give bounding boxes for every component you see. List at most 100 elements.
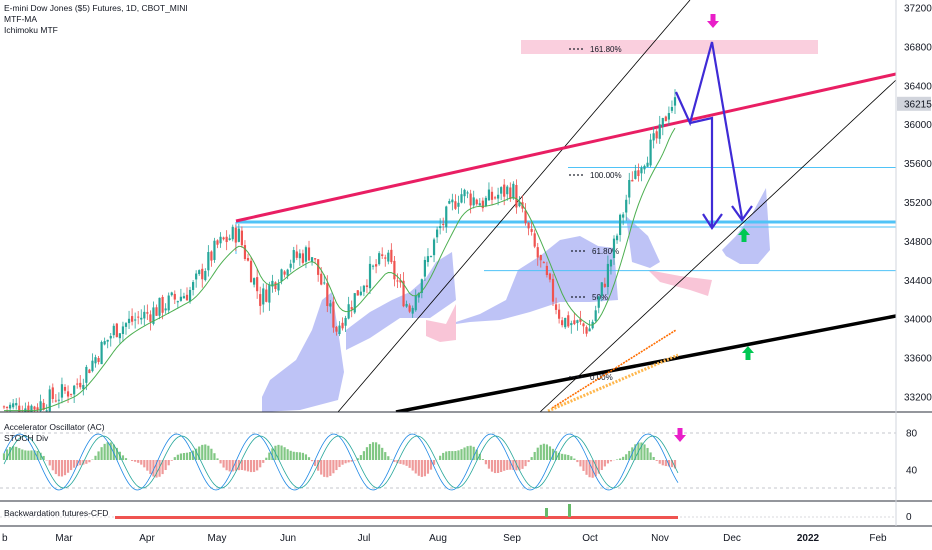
osc-bar: [417, 460, 420, 476]
candle-body: [594, 310, 597, 321]
osc-bar: [615, 459, 619, 460]
osc-bar: [33, 450, 36, 460]
fib-target-zone: [521, 40, 818, 54]
osc-bar: [70, 460, 73, 471]
candle-body: [210, 251, 213, 261]
osc-bar: [201, 444, 204, 460]
candle-body: [536, 247, 539, 258]
osc-bar: [344, 460, 347, 464]
oscillator-pane[interactable]: [0, 428, 896, 491]
fib-dot: [579, 296, 581, 298]
osc-bar: [48, 460, 51, 466]
osc-bar: [548, 446, 552, 460]
osc-bar: [27, 450, 30, 460]
candle-body: [317, 259, 320, 275]
candle-body: [33, 406, 36, 410]
candle-body: [530, 228, 533, 232]
candle-body: [655, 131, 658, 139]
osc-bar: [240, 460, 243, 471]
osc-bar: [51, 460, 54, 471]
osc-bar: [106, 442, 109, 460]
oscillator-subtitle[interactable]: STOCH Div: [4, 433, 49, 443]
candle-body: [295, 251, 298, 258]
fib-label: 50%: [592, 293, 608, 302]
indicator-mtf-ma[interactable]: MTF-MA: [4, 14, 38, 24]
candle-body: [356, 290, 359, 296]
candle-body: [500, 187, 503, 194]
time-tick-label: Jul: [358, 533, 371, 544]
osc-bar: [222, 460, 225, 468]
candle-body: [478, 203, 481, 206]
stoch-k-line: [3, 433, 679, 491]
projection-path-bear: [689, 116, 714, 226]
fib-dot: [583, 296, 585, 298]
candle-body: [338, 325, 341, 335]
candle-body: [551, 278, 555, 302]
time-tick-label: Nov: [651, 533, 669, 544]
osc-bar: [73, 460, 76, 468]
candle-body: [280, 269, 283, 282]
osc-bar: [503, 460, 506, 471]
osc-bar: [475, 449, 478, 460]
candle-body: [88, 369, 91, 374]
osc-bar: [216, 458, 219, 460]
osc-bar: [231, 460, 234, 472]
candle-body: [228, 238, 231, 240]
candle-body: [554, 304, 558, 310]
osc-bar: [109, 442, 112, 460]
osc-bar: [143, 460, 146, 468]
time-tick-label: b: [2, 533, 8, 544]
osc-bar: [228, 460, 231, 472]
osc-bar: [558, 452, 561, 460]
candle-body: [472, 197, 475, 206]
symbol-title[interactable]: E-mini Dow Jones ($5) Futures, 1D, CBOT_…: [4, 3, 188, 13]
osc-tick-label: 40: [906, 466, 918, 477]
osc-bar: [664, 460, 667, 467]
osc-bar: [341, 460, 344, 465]
candle-body: [359, 291, 362, 296]
osc-bar: [619, 458, 622, 460]
candle-body: [207, 252, 210, 271]
candle-body: [256, 277, 259, 292]
candle-body: [73, 385, 76, 395]
osc-bar: [454, 451, 457, 460]
osc-bar: [298, 452, 301, 460]
candle-body: [243, 245, 247, 259]
candle-body: [353, 293, 356, 313]
osc-bar: [594, 460, 597, 477]
osc-bar: [301, 452, 304, 460]
osc-bar: [320, 460, 323, 475]
osc-bar: [207, 445, 210, 460]
osc-bar: [371, 442, 375, 460]
osc-bar: [393, 460, 396, 462]
candle-body: [51, 387, 54, 399]
main-price-pane[interactable]: 161.80%100.00%61.80%50%0.00%: [2, 0, 896, 422]
osc-bar: [487, 460, 491, 469]
candle-body: [518, 202, 521, 207]
candle-body: [512, 183, 515, 199]
osc-bar: [378, 444, 381, 460]
indicator-ichimoku[interactable]: Ichimoku MTF: [4, 25, 58, 35]
candle-body: [564, 317, 567, 328]
candle-body: [509, 187, 512, 199]
osc-bar: [545, 444, 548, 460]
bottom-title[interactable]: Backwardation futures-CFD: [4, 508, 109, 518]
backwardation-pane[interactable]: [0, 504, 896, 519]
candle-body: [600, 282, 603, 296]
channel-line-upper: [337, 0, 691, 412]
candle-body: [548, 273, 552, 280]
candle-body: [558, 309, 561, 319]
osc-bar: [512, 460, 515, 470]
candle-body: [277, 283, 280, 291]
oscillator-title[interactable]: Accelerator Oscillator (AC): [4, 422, 105, 432]
osc-bar: [414, 460, 417, 474]
candle-body: [332, 301, 335, 328]
candle-body: [399, 280, 402, 283]
candle-body: [103, 341, 106, 345]
candle-body: [167, 295, 170, 311]
fib-dot: [569, 376, 571, 378]
candle-body: [54, 400, 57, 402]
candle-body: [664, 116, 667, 122]
osc-bar: [527, 460, 530, 463]
